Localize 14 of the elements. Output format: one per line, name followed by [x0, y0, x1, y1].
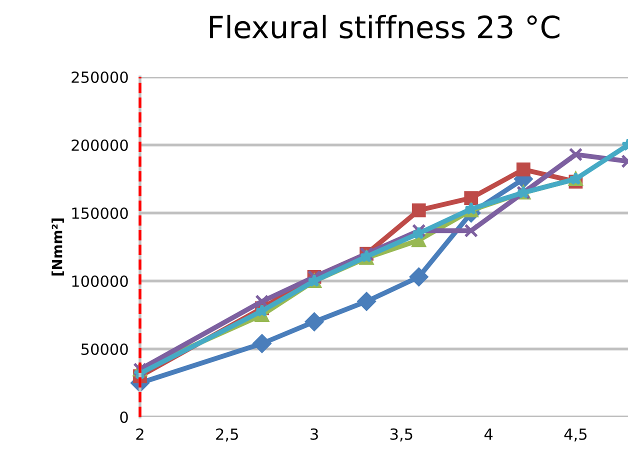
- y-tick-label: 0: [120, 411, 128, 424]
- chart-title: Flexural stiffness 23 °C: [210, 14, 560, 39]
- x-tick-label: 4,5: [564, 428, 587, 442]
- x-tick-label: 2,5: [216, 428, 238, 442]
- y-tick-label: 150000: [72, 207, 128, 220]
- y-tick-label: 100000: [72, 275, 128, 288]
- x-tick-label: 3: [310, 428, 318, 440]
- x-tick-label: 2: [136, 428, 144, 440]
- y-tick-label: 50000: [81, 343, 128, 356]
- y-axis-title: [Nmm²]: [52, 218, 64, 276]
- x-tick-label: 3,5: [390, 428, 412, 442]
- y-tick-label: 200000: [72, 139, 128, 152]
- y-tick-label: 250000: [72, 71, 128, 84]
- x-tick-label: 4: [484, 428, 493, 440]
